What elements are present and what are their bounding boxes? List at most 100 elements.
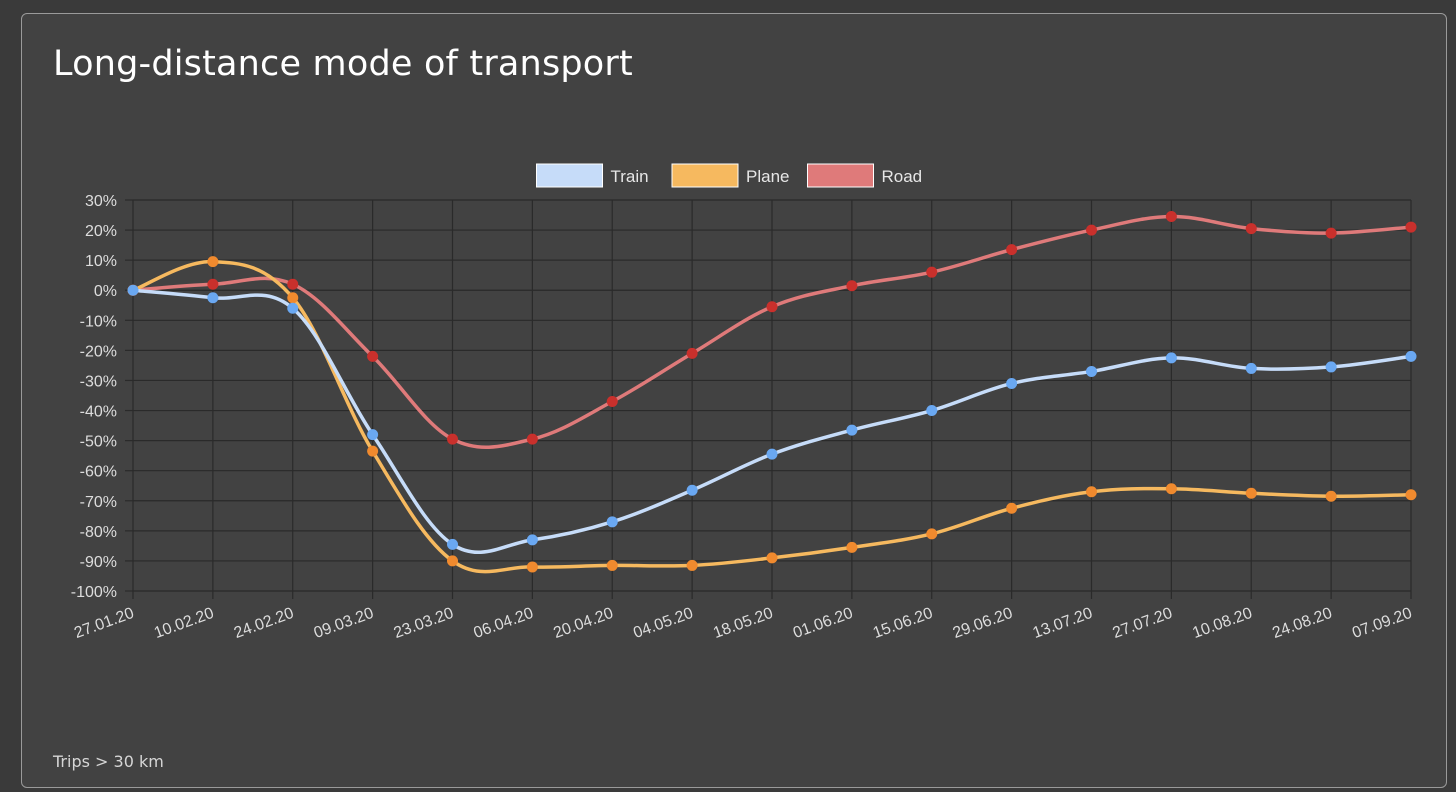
data-point-plane[interactable]	[1165, 483, 1177, 495]
x-tick-label: 09.03.20	[312, 605, 376, 642]
y-axis-ticks: 30% 20% 10% 0% -10% -20% -30% -40% -50% -60% -70% -…	[71, 193, 117, 601]
chart-title: Long-distance mode of transport	[53, 44, 633, 84]
data-point-plane[interactable]	[1405, 489, 1417, 501]
data-point-road[interactable]	[447, 433, 458, 445]
data-point-train[interactable]	[1086, 365, 1097, 377]
x-tick-label: 15.06.20	[871, 605, 935, 642]
data-point-road[interactable]	[1325, 227, 1337, 239]
data-point-road[interactable]	[766, 301, 778, 313]
legend-label-plane: Plane	[746, 167, 789, 186]
data-point-road[interactable]	[686, 347, 698, 359]
data-point-plane[interactable]	[367, 445, 379, 457]
data-point-road[interactable]	[1086, 224, 1097, 236]
data-point-plane[interactable]	[846, 541, 858, 553]
y-tick-label: -40%	[80, 404, 117, 421]
data-point-plane[interactable]	[686, 559, 698, 571]
data-point-plane[interactable]	[1325, 490, 1337, 502]
y-tick-label: -70%	[80, 494, 117, 511]
data-point-plane[interactable]	[287, 292, 299, 304]
legend-item-plane[interactable]: Plane	[671, 163, 789, 188]
data-point-train[interactable]	[1325, 361, 1337, 373]
legend-label-road: Road	[882, 167, 923, 186]
x-tick-label: 06.04.20	[471, 605, 535, 642]
data-point-train[interactable]	[207, 292, 219, 304]
x-tick-label: 24.08.20	[1270, 605, 1334, 642]
legend-label-train: Train	[611, 167, 649, 186]
y-tick-label: -10%	[80, 313, 117, 330]
data-point-road[interactable]	[1245, 223, 1257, 235]
data-point-road[interactable]	[1165, 211, 1177, 223]
data-point-plane[interactable]	[926, 528, 938, 540]
x-tick-label: 10.02.20	[152, 605, 216, 642]
y-tick-label: -30%	[80, 373, 117, 390]
data-point-plane[interactable]	[766, 552, 778, 564]
chart-legend: Train Plane Road	[536, 163, 923, 188]
data-point-train[interactable]	[926, 405, 938, 417]
x-tick-label: 04.05.20	[631, 605, 695, 642]
legend-item-train[interactable]: Train	[536, 163, 649, 188]
data-point-road[interactable]	[207, 278, 219, 290]
legend-item-road[interactable]: Road	[807, 163, 923, 188]
data-point-train[interactable]	[686, 484, 698, 496]
data-point-road[interactable]	[287, 278, 299, 290]
data-point-train[interactable]	[447, 538, 458, 550]
data-point-road[interactable]	[846, 280, 858, 292]
chart-card: Long-distance mode of transport Trips > …	[21, 13, 1447, 788]
legend-swatch-road	[807, 163, 874, 188]
data-point-plane[interactable]	[606, 559, 618, 571]
chart-series	[127, 211, 1417, 574]
data-point-road[interactable]	[367, 350, 379, 362]
y-tick-label: -20%	[80, 343, 117, 360]
x-tick-label: 20.04.20	[551, 605, 615, 642]
y-tick-label: -90%	[80, 554, 117, 571]
chart-footnote: Trips > 30 km	[53, 752, 164, 771]
data-point-train[interactable]	[367, 429, 379, 441]
y-tick-label: 0%	[94, 283, 117, 300]
data-point-train[interactable]	[1165, 352, 1177, 364]
y-tick-label: -80%	[80, 524, 117, 541]
data-point-plane[interactable]	[207, 256, 219, 268]
data-point-plane[interactable]	[1086, 486, 1097, 498]
data-point-plane[interactable]	[1006, 502, 1018, 514]
x-tick-label: 18.05.20	[711, 605, 775, 642]
data-point-road[interactable]	[926, 266, 938, 278]
x-axis-ticks: 27.01.20 10.02.20 24.02.20 09.03.20 23.03.20…	[72, 605, 1414, 642]
x-tick-label: 24.02.20	[232, 605, 296, 642]
x-tick-label: 07.09.20	[1350, 605, 1414, 642]
y-tick-label: 30%	[85, 193, 117, 210]
series-plane	[127, 256, 1417, 574]
y-tick-label: -50%	[80, 434, 117, 451]
data-point-road[interactable]	[606, 396, 618, 408]
data-point-road[interactable]	[1006, 244, 1018, 256]
y-tick-label: 20%	[85, 223, 117, 240]
data-point-plane[interactable]	[1245, 487, 1257, 499]
data-point-road[interactable]	[1405, 221, 1417, 233]
x-tick-label: 29.06.20	[951, 605, 1015, 642]
data-point-train[interactable]	[1006, 377, 1018, 389]
x-tick-label: 27.01.20	[72, 605, 136, 642]
data-point-train[interactable]	[526, 534, 538, 546]
data-point-road[interactable]	[526, 433, 538, 445]
series-road	[127, 211, 1417, 450]
data-point-train[interactable]	[766, 448, 778, 460]
y-tick-label: -60%	[80, 464, 117, 481]
data-point-train[interactable]	[287, 302, 299, 314]
data-point-train[interactable]	[1405, 350, 1417, 362]
data-point-train[interactable]	[1245, 362, 1257, 374]
x-tick-label: 01.06.20	[791, 605, 855, 642]
series-train	[127, 284, 1417, 555]
y-tick-label: 10%	[85, 253, 117, 270]
chart-grid	[125, 199, 1412, 599]
data-point-plane[interactable]	[447, 555, 458, 567]
data-point-train[interactable]	[127, 284, 139, 296]
legend-swatch-train	[536, 163, 603, 188]
legend-swatch-plane	[671, 163, 739, 188]
data-point-plane[interactable]	[526, 561, 538, 573]
data-point-train[interactable]	[606, 516, 618, 528]
x-tick-label: 13.07.20	[1031, 605, 1095, 642]
y-tick-label: -100%	[71, 584, 117, 601]
x-tick-label: 27.07.20	[1110, 605, 1174, 642]
x-tick-label: 23.03.20	[392, 605, 456, 642]
data-point-train[interactable]	[846, 424, 858, 436]
